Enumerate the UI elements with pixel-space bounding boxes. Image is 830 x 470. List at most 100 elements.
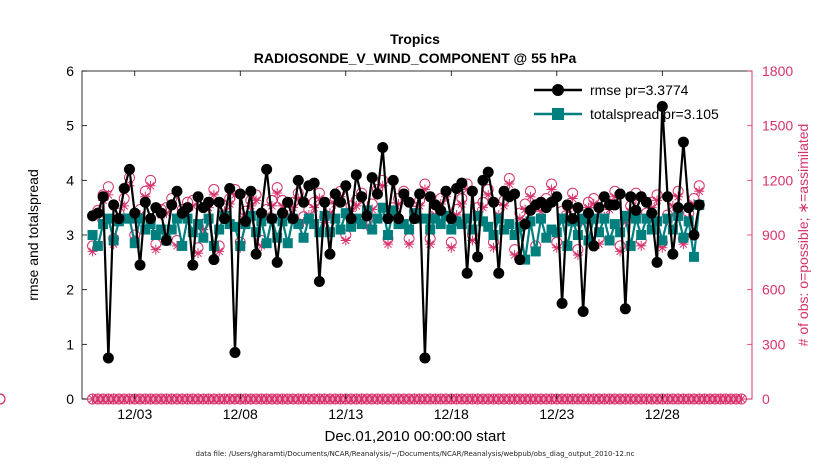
rmse-point: [240, 215, 252, 227]
rmse-point: [598, 191, 610, 203]
rmse-point: [213, 196, 225, 208]
rmse-point: [292, 174, 304, 186]
rmse-point: [625, 191, 637, 203]
totalspread-point: [272, 232, 283, 243]
totalspread-point: [609, 219, 620, 230]
rmse-point: [377, 142, 389, 154]
totalspread-point: [309, 219, 320, 230]
obs-assimilated-point: [208, 189, 219, 200]
obs-assimilated-point: [572, 250, 583, 261]
rmse-point: [187, 259, 199, 271]
obs-assimilated-point: [504, 178, 515, 189]
chart-title: Tropics: [390, 31, 440, 47]
obs-assimilated-point: [477, 202, 488, 213]
obs-assimilated-point: [467, 235, 478, 246]
totalspread-point: [140, 224, 151, 235]
totalspread-point: [235, 240, 246, 251]
rmse-point: [572, 202, 584, 214]
rmse-point: [139, 196, 151, 208]
rmse-point: [224, 183, 236, 195]
rmse-point: [160, 234, 172, 246]
rmse-point: [308, 177, 320, 189]
totalspread-point: [472, 210, 483, 221]
totalspread-point: [377, 202, 388, 213]
rmse-point: [683, 202, 695, 214]
rmse-point: [398, 188, 410, 200]
y2-tick-label: 900: [762, 227, 786, 243]
rmse-point: [466, 185, 478, 197]
obs-bottom-asterisk: [736, 394, 747, 404]
rmse-point: [356, 191, 368, 203]
totalspread-point: [535, 213, 546, 224]
totalspread-point: [636, 230, 647, 240]
totalspread-point: [583, 235, 594, 246]
legend: rmse pr=3.3774 totalspread pr=3.105: [534, 82, 719, 122]
obs-assimilated-point: [488, 242, 499, 253]
obs-assimilated-point: [324, 208, 335, 219]
rmse-point: [208, 254, 220, 266]
totalspread-point: [298, 232, 309, 243]
obs-assimilated-point: [609, 191, 620, 202]
rmse-point: [282, 196, 294, 208]
rmse-point: [340, 180, 352, 192]
totalspread-point: [214, 224, 225, 235]
obs-assimilated-point: [694, 186, 705, 197]
x-tick-label: 12/13: [328, 406, 363, 422]
obs-assimilated-point: [425, 239, 436, 250]
obs-assimilated-point: [298, 217, 309, 228]
totalspread-point: [562, 240, 573, 251]
totalspread-point: [108, 235, 119, 246]
totalspread-point: [509, 230, 520, 240]
rmse-point: [118, 183, 130, 195]
obs-assimilated-point: [657, 242, 668, 253]
rmse-point: [514, 254, 526, 266]
obs-assimilated-point: [382, 239, 393, 250]
totalspread-point: [419, 213, 430, 224]
rmse-point: [662, 191, 674, 203]
totalspread-point: [282, 238, 293, 249]
rmse-point: [298, 196, 310, 208]
y2-tick-label: 0: [762, 391, 770, 407]
totalspread-point: [198, 232, 209, 243]
obs-assimilated-point: [546, 184, 557, 195]
totalspread-point: [625, 240, 636, 251]
x-axis: 12/03 12/08 12/13 12/18 12/23 12/28: [117, 71, 680, 422]
rmse-point: [630, 204, 642, 216]
obs-assimilated-point: [340, 235, 351, 246]
totalspread-point: [451, 216, 462, 227]
totalspread-point: [435, 219, 446, 230]
rmse-point: [445, 213, 457, 225]
chart-subtitle: RADIOSONDE_V_WIND_COMPONENT @ 55 hPa: [254, 50, 577, 66]
obs-assimilated-point: [588, 199, 599, 210]
obs-assimilated-point: [193, 248, 204, 259]
totalspread-point: [166, 224, 177, 235]
obs-assimilated-point: [282, 209, 293, 220]
rmse-point: [414, 188, 426, 200]
rmse-point: [393, 213, 405, 225]
totalspread-point: [588, 213, 599, 224]
rmse-point: [108, 199, 120, 211]
rmse-point: [424, 191, 436, 203]
rmse-point: [324, 248, 336, 260]
totalspread-point: [124, 213, 135, 224]
totalspread-point: [499, 224, 510, 235]
rmse-point: [408, 213, 420, 225]
rmse-point: [456, 177, 468, 189]
obs-bottom-point: [0, 393, 6, 405]
totalspread-point: [135, 213, 146, 224]
obs-assimilated-point: [594, 239, 605, 250]
rmse-point: [609, 199, 621, 211]
x-tick-label: 12/18: [434, 406, 469, 422]
legend-rmse-marker: [552, 84, 564, 96]
totalspread-point: [678, 232, 689, 243]
obs-assimilated-point: [314, 193, 325, 204]
totalspread-point: [404, 224, 415, 235]
totalspread-point: [599, 213, 610, 224]
rmse-point: [461, 267, 473, 279]
totalspread-point: [551, 227, 562, 238]
rmse-point: [551, 191, 563, 203]
y-tick-label: 2: [66, 282, 74, 298]
obs-assimilated-point: [451, 209, 462, 220]
totalspread-point: [203, 213, 214, 224]
rmse-point: [366, 172, 378, 184]
